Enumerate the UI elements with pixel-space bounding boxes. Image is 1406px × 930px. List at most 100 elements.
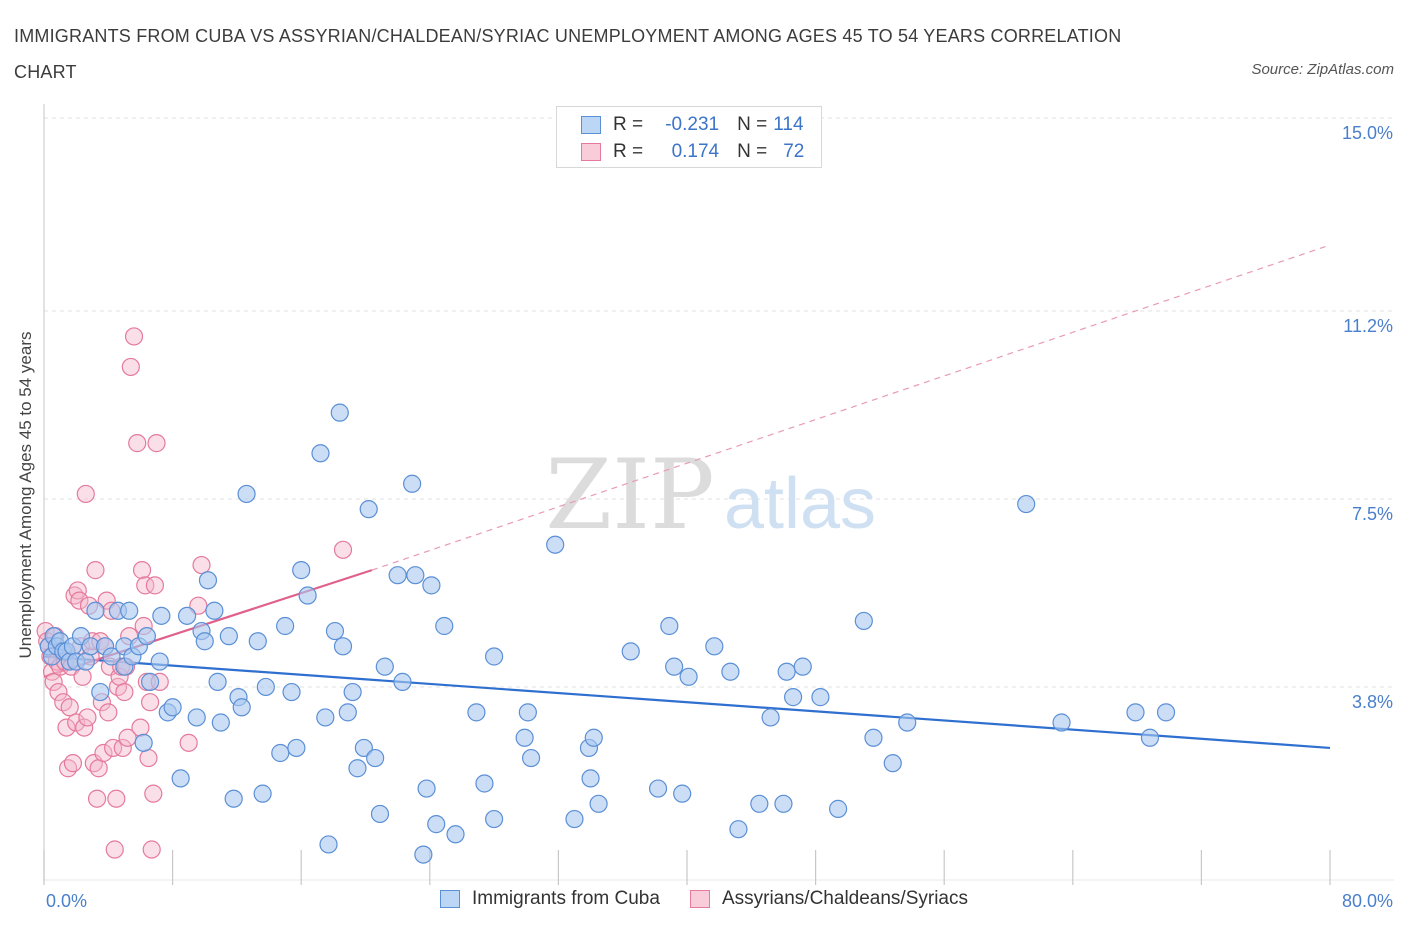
data-point-cuba [171,769,190,788]
legend-row-assyrians: R = 0.174 N = 72 [581,139,804,165]
data-point-cuba [359,500,378,519]
data-point-cuba [120,601,139,620]
data-point-cuba [811,688,830,707]
data-point-cuba [584,728,603,747]
data-point-cuba [518,703,537,722]
data-point-cuba [354,738,373,758]
data-point-assyrians [57,718,76,737]
trend-line-assyrians-extension [371,244,1331,571]
data-point-cuba [152,606,171,625]
data-point-assyrians [142,840,161,859]
data-point-cuba [446,825,465,844]
data-point-cuba [219,627,238,646]
data-point-cuba [343,682,362,702]
data-point-assyrians [65,586,84,605]
data-point-assyrians [87,789,107,808]
data-point-cuba [271,743,290,763]
data-point-cuba [854,611,873,631]
data-point-assyrians [107,789,126,808]
data-point-assyrians [136,576,155,595]
legend-swatch-assyrians [689,890,710,908]
data-point-cuba [198,571,218,590]
legend-label-cuba: Immigrants from Cuba [472,888,660,909]
data-point-cuba [673,784,692,803]
legend-r-value: 0.174 [671,141,720,162]
data-point-cuba [292,561,311,580]
data-point-cuba [515,728,534,747]
data-point-cuba [427,815,446,834]
y-tick-label: 3.8% [1352,692,1393,712]
watermark: ZIP atlas [545,439,876,551]
data-point-cuba [224,789,243,808]
legend-label-assyrians: Assyrians/Chaldeans/Syriacs [721,888,968,909]
y-tick-label: 11.2% [1343,316,1393,336]
data-point-assyrians [78,708,97,727]
x-tick-label: 0.0% [46,891,87,911]
data-point-cuba [237,484,256,504]
data-point-cuba [348,759,367,778]
data-point-cuba [338,703,357,722]
data-point-cuba [422,576,441,595]
data-point-assyrians [75,718,94,737]
data-point-assyrians [179,733,198,752]
data-point-assyrians [144,784,163,803]
data-point-cuba [256,677,275,697]
data-point-cuba [485,647,504,666]
data-point-cuba [414,845,433,864]
data-point-cuba [829,799,848,818]
data-point-cuba [177,606,197,625]
legend-swatch-cuba [581,116,601,134]
data-point-cuba [388,566,407,585]
data-point-assyrians [124,327,144,346]
data-point-cuba [774,794,793,813]
data-point-cuba [1052,713,1071,732]
data-point-cuba [581,769,600,788]
data-point-cuba [370,804,390,824]
data-point-assyrians [131,718,150,737]
data-point-assyrians [104,738,123,758]
data-point-assyrians [89,759,108,778]
data-point-cuba [319,835,338,854]
data-point-assyrians [333,540,353,559]
data-point-cuba [1017,494,1036,514]
data-point-assyrians [105,840,124,859]
legend-item-assyrians: Assyrians/Chaldeans/Syriacs [689,888,968,910]
data-point-assyrians [121,357,140,377]
data-point-cuba [679,667,698,686]
data-point-assyrians [70,591,89,610]
data-point-cuba [705,637,724,656]
data-point-assyrians [86,561,105,580]
legend-n-label: N = [737,141,768,162]
data-point-assyrians [140,693,160,712]
data-point-cuba [521,748,541,768]
data-point-cuba [1156,703,1176,722]
data-point-assyrians [118,728,137,747]
data-point-cuba [187,708,206,727]
tick-labels: 3.8% 7.5% 11.2% 15.0% 0.0% 80.0% [46,123,1393,911]
data-point-cuba [403,474,422,493]
data-point-assyrians [99,703,118,722]
legend-n-value: 72 [783,141,805,162]
legend-r-value: -0.231 [665,114,720,135]
data-point-assyrians [189,596,208,615]
data-point-cuba [777,662,796,681]
legend-swatch-assyrians [581,143,601,161]
data-point-cuba [211,713,230,732]
data-point-cuba [330,403,349,422]
data-point-cuba [761,708,780,727]
legend-n-label: N = [737,114,768,135]
data-point-cuba [276,616,295,636]
series-cuba-points [39,403,1176,864]
data-point-assyrians [60,698,79,717]
legend-r-label: R = [613,141,644,162]
y-tick-label: 15.0% [1342,123,1393,143]
source-label: Source: ZipAtlas.com [1251,61,1394,78]
data-point-cuba [435,616,454,636]
data-point-cuba [721,662,740,681]
data-point-cuba [333,637,353,656]
data-point-cuba [298,586,317,605]
data-point-cuba [163,698,182,717]
data-point-cuba [248,632,267,651]
data-point-cuba [565,809,584,829]
x-tick-label: 80.0% [1342,891,1393,911]
